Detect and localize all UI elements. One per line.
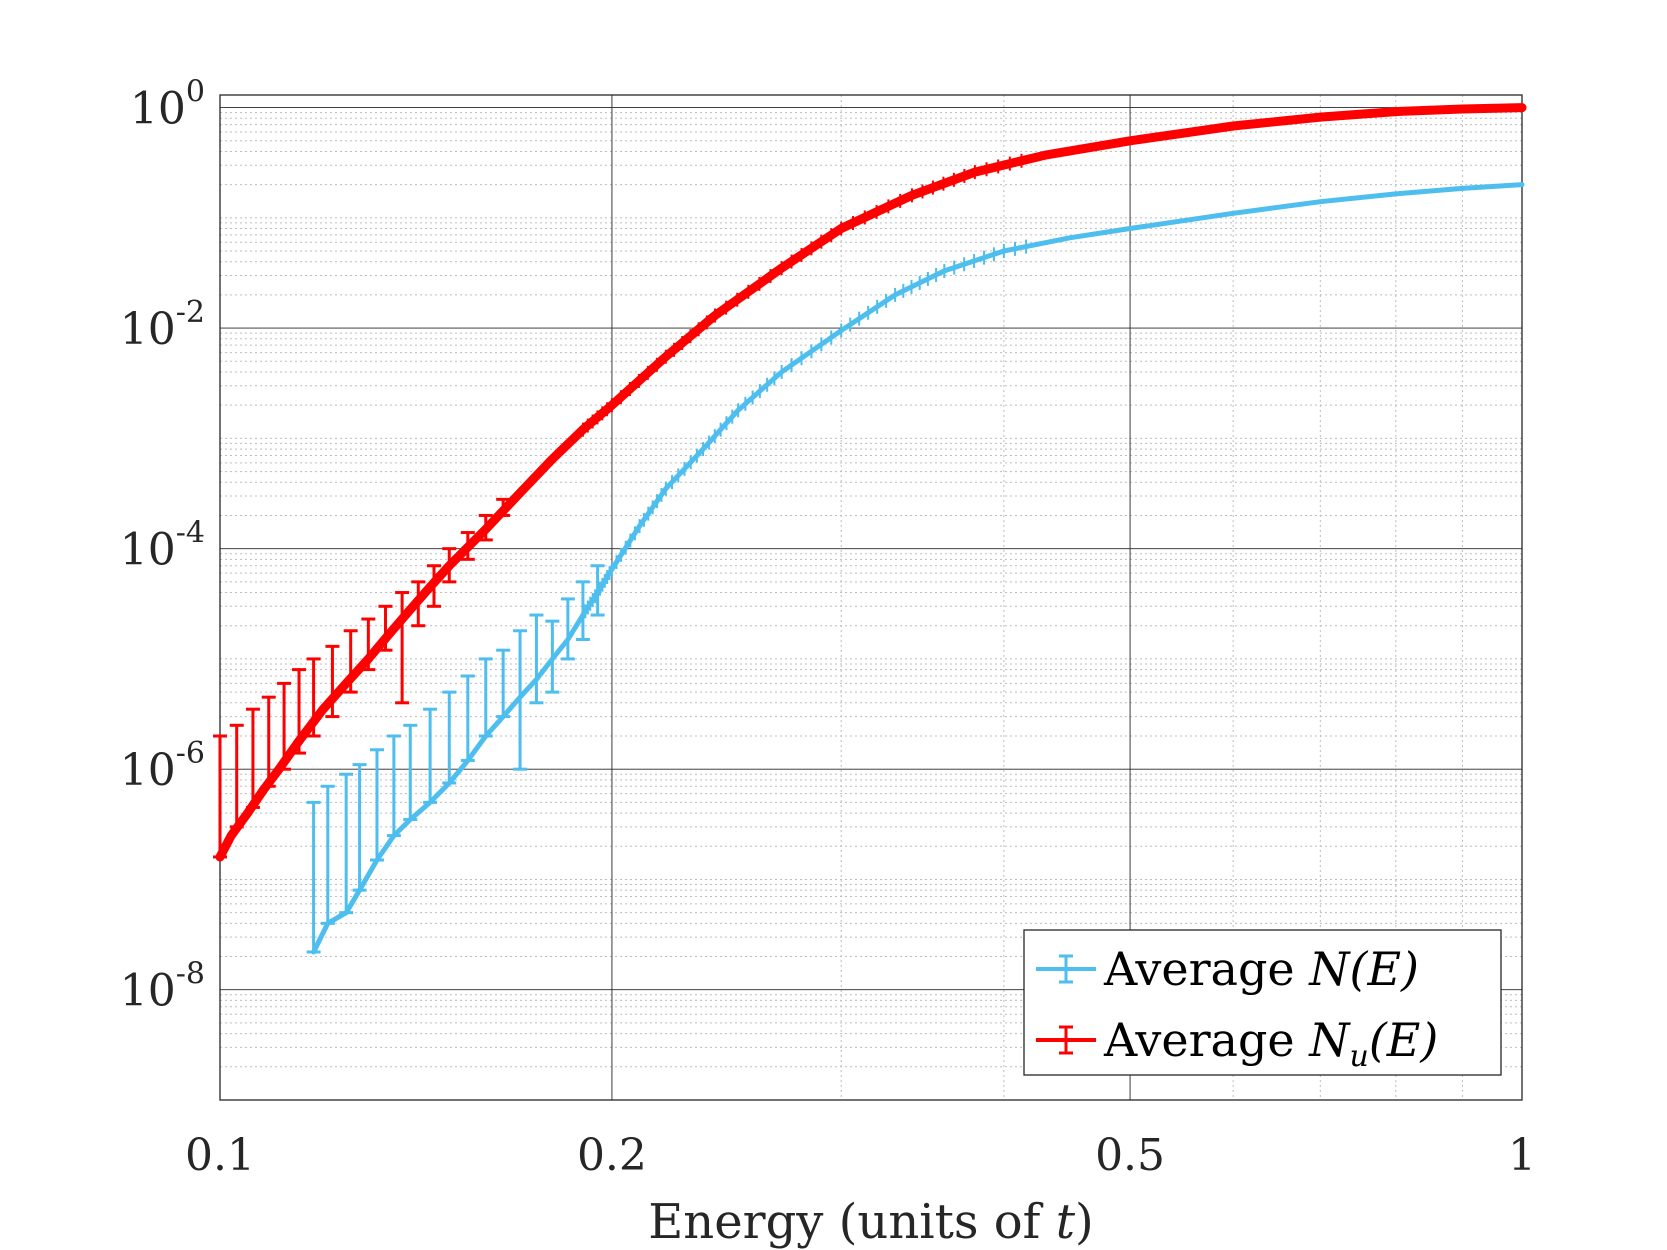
- x-tick-label: 0.2: [577, 1130, 647, 1181]
- x-tick-label: 1: [1508, 1130, 1536, 1181]
- series-1: [213, 103, 1527, 862]
- y-tick-exp: -4: [176, 516, 205, 551]
- series-0: [306, 182, 1525, 955]
- y-tick-exp: 0: [186, 75, 205, 110]
- legend-prefix-n: Average: [1103, 942, 1309, 996]
- y-tick-base: 10: [120, 304, 176, 355]
- x-tick-label: 0.1: [185, 1130, 255, 1181]
- y-tick-label: 10-4: [120, 516, 205, 576]
- legend-label-n: Average N(E): [1103, 942, 1419, 996]
- y-tick-label: 10-6: [120, 736, 205, 796]
- y-tick-label: 100: [130, 75, 205, 135]
- series-line: [215, 103, 1527, 862]
- legend-math-nu: N: [1308, 1013, 1351, 1067]
- x-axis-label-text: Energy (units of: [648, 1194, 1055, 1250]
- y-tick-base: 10: [120, 525, 176, 576]
- y-tick-exp: -2: [176, 295, 205, 330]
- legend-entry-n: Average N(E): [1036, 942, 1419, 996]
- minor-grid: [220, 95, 1522, 1100]
- legend-sub-nu: u: [1350, 1039, 1369, 1074]
- legend-entry-nu: Average Nu(E): [1036, 1013, 1438, 1074]
- y-tick-base: 10: [130, 84, 186, 135]
- x-axis: 0.1 0.2 0.5 1: [185, 1130, 1536, 1181]
- legend-math-n: N(E): [1308, 942, 1419, 996]
- y-tick-exp: -8: [176, 957, 205, 992]
- plot-frame: [219, 94, 1523, 1101]
- x-axis-label-close: ): [1075, 1194, 1094, 1250]
- y-tick-label: 10-2: [120, 295, 205, 355]
- x-tick-label: 0.5: [1095, 1130, 1165, 1181]
- y-tick-exp: -6: [176, 736, 205, 771]
- series-line: [311, 182, 1525, 955]
- series-layer: [213, 103, 1527, 955]
- y-tick-label: 10-8: [120, 957, 205, 1017]
- y-tick-base: 10: [120, 966, 176, 1017]
- legend-math-tail-nu: (E): [1369, 1013, 1438, 1067]
- legend-label-nu: Average Nu(E): [1103, 1013, 1438, 1074]
- legend-prefix-nu: Average: [1103, 1013, 1309, 1067]
- x-axis-label-var: t: [1056, 1194, 1076, 1250]
- x-axis-label: Energy (units of t): [648, 1194, 1093, 1250]
- y-tick-base: 10: [120, 745, 176, 796]
- legend-box: [1023, 929, 1502, 1076]
- legend: Average N(E) Average Nu(E): [1023, 929, 1502, 1076]
